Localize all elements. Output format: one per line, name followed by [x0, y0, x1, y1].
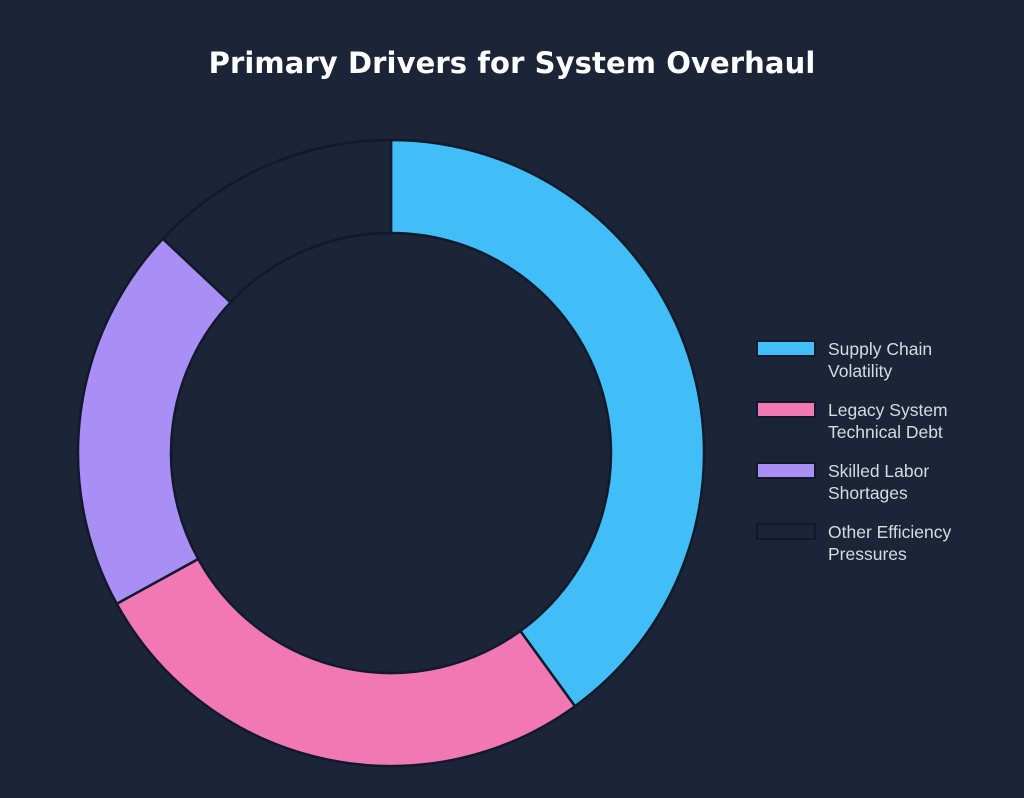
legend-swatch-legacy-system	[756, 401, 816, 418]
chart-title: Primary Drivers for System Overhaul	[208, 46, 816, 80]
legend-label-legacy-system: Legacy System Technical Debt	[828, 400, 948, 442]
legend-swatch-skilled-labor	[756, 462, 816, 479]
legend-item-skilled-labor[interactable]: Skilled Labor Shortages	[756, 460, 1016, 521]
donut-slice-supply-chain[interactable]	[389, 138, 706, 708]
legend-swatch-other-efficiency	[756, 523, 816, 540]
chart-legend: Supply Chain Volatility Legacy System Te…	[756, 338, 1016, 582]
legend-item-supply-chain[interactable]: Supply Chain Volatility	[756, 338, 1016, 399]
legend-swatch-supply-chain	[756, 340, 816, 357]
legend-item-legacy-system[interactable]: Legacy System Technical Debt	[756, 399, 1016, 460]
legend-label-skilled-labor: Skilled Labor Shortages	[828, 461, 930, 503]
legend-item-other-efficiency[interactable]: Other Efficiency Pressures	[756, 521, 1016, 582]
legend-label-supply-chain: Supply Chain Volatility	[828, 339, 933, 381]
donut-slice-skilled-labor[interactable]	[76, 236, 233, 606]
donut-slice-other-efficiency[interactable]	[161, 138, 393, 305]
donut-slice-legacy-system[interactable]	[115, 557, 577, 768]
legend-label-other-efficiency: Other Efficiency Pressures	[828, 522, 952, 564]
